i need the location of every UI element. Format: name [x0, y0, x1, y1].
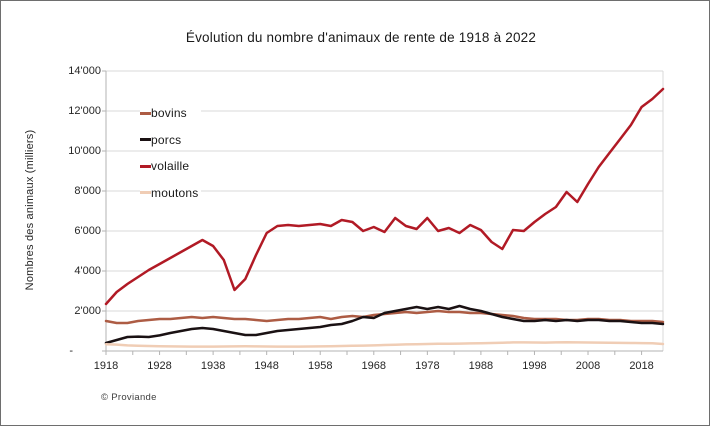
legend-swatch-icon — [140, 191, 151, 194]
y-tick-label: 2'000 — [74, 304, 101, 317]
legend-item-moutons: moutons — [140, 185, 202, 200]
x-tick-label: 1958 — [307, 360, 333, 372]
x-tick-label: 1948 — [254, 360, 279, 372]
x-tick-label: 2018 — [629, 360, 654, 372]
legend-label: bovins — [151, 106, 187, 120]
legend-item-porcs: porcs — [140, 132, 202, 147]
series-line-porcs — [104, 304, 665, 345]
legend-swatch-icon — [140, 138, 151, 141]
legend-swatch-icon — [140, 111, 151, 115]
x-tick-label: 1998 — [522, 360, 547, 372]
x-tick-label: 1928 — [147, 360, 172, 372]
x-tick-label: 2008 — [575, 360, 601, 372]
legend-item-bovins: bovins — [140, 106, 202, 120]
series-line-moutons — [104, 340, 665, 348]
chart-title: Évolution du nombre d'animaux de rente d… — [185, 30, 537, 45]
y-tick-label: 14'000 — [68, 64, 101, 77]
legend-swatch-icon — [140, 164, 151, 168]
x-tick-label: 1988 — [468, 360, 494, 372]
legend-label: porcs — [151, 132, 182, 147]
y-tick-label: - — [69, 344, 73, 357]
legend-item-volaille: volaille — [140, 159, 202, 173]
x-tick-label: 1938 — [200, 360, 226, 372]
y-tick-label: 4'000 — [74, 264, 101, 277]
y-tick-label: 8'000 — [74, 184, 101, 197]
y-tick-label: 12'000 — [68, 104, 101, 117]
y-tick-label: 6'000 — [74, 224, 101, 237]
legend-label: volaille — [151, 159, 190, 173]
y-tick-label: 10'000 — [68, 144, 101, 157]
source-credit: © Proviande — [101, 392, 157, 403]
x-tick-label: 1968 — [361, 360, 387, 372]
legend-label: moutons — [151, 185, 199, 200]
legend: bovins porcs volaille moutons — [140, 106, 202, 212]
x-tick-label: 1978 — [415, 360, 440, 372]
x-tick-label: 1918 — [93, 360, 119, 372]
series-line-volaille — [104, 87, 665, 306]
